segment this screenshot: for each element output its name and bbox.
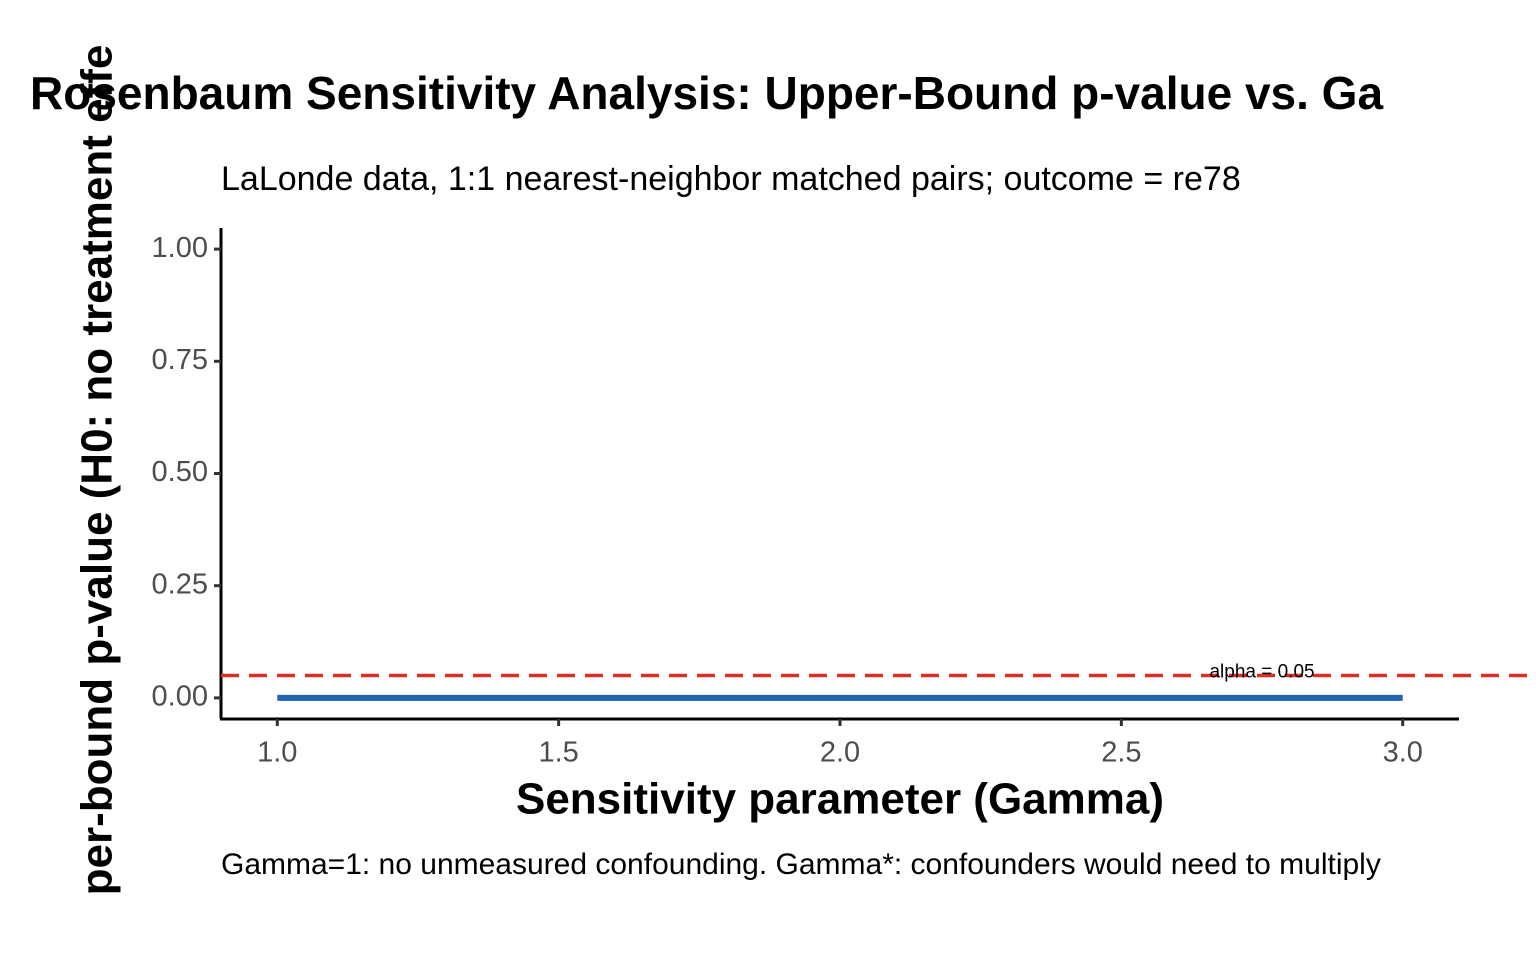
x-tick-label: 3.0: [1383, 737, 1423, 769]
y-tick-label: 0.75: [152, 344, 208, 376]
y-tick-label: 0.00: [152, 681, 208, 713]
chart-subtitle: LaLonde data, 1:1 nearest-neighbor match…: [221, 160, 1241, 198]
x-axis-label: Sensitivity parameter (Gamma): [516, 775, 1164, 824]
y-tick-label: 1.00: [152, 232, 208, 264]
y-tick-label: 0.50: [152, 456, 208, 488]
caption: Gamma=1: no unmeasured confounding. Gamm…: [221, 848, 1381, 881]
y-tick-label: 0.25: [152, 568, 208, 600]
x-tick-label: 1.0: [257, 737, 297, 769]
chart-title: Rosenbaum Sensitivity Analysis: Upper-Bo…: [30, 67, 1383, 119]
y-axis-label: per-bound p-value (H0: no treatment effe: [73, 45, 122, 896]
x-tick-label: 2.5: [1101, 737, 1141, 769]
x-tick-label: 1.5: [538, 737, 578, 769]
x-tick-label: 2.0: [820, 737, 860, 769]
reference-label: alpha = 0.05: [1209, 661, 1314, 682]
